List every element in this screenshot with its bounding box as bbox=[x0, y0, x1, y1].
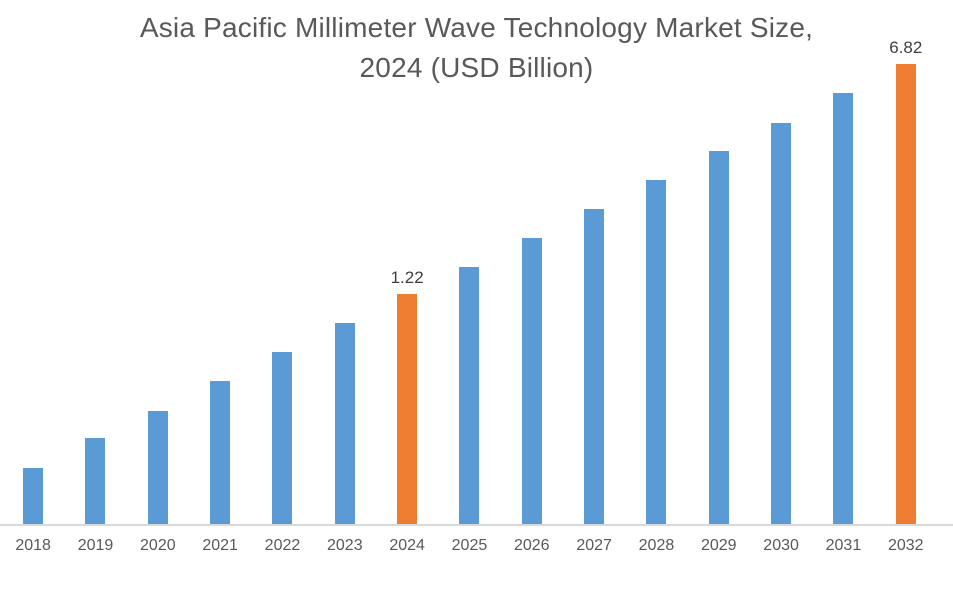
bar-2031 bbox=[833, 93, 854, 525]
bar-2028 bbox=[646, 180, 667, 525]
bar-2019 bbox=[85, 438, 106, 525]
bar-2029 bbox=[708, 151, 729, 525]
x-tick-2028: 2028 bbox=[638, 537, 675, 554]
bar-column-2020 bbox=[127, 0, 189, 525]
x-tick-2024: 2024 bbox=[389, 537, 425, 554]
x-tick-2027: 2027 bbox=[576, 537, 612, 554]
bar-2027 bbox=[584, 209, 605, 525]
bar-column-2025 bbox=[438, 0, 500, 525]
bar-2020 bbox=[147, 411, 168, 525]
x-tick-2032: 2032 bbox=[887, 537, 924, 554]
x-tick-2020: 2020 bbox=[140, 537, 176, 554]
bar-value-label-2024: 1.22 bbox=[390, 268, 424, 287]
x-tick-2022: 2022 bbox=[264, 537, 301, 554]
bar-column-2018 bbox=[2, 0, 64, 525]
chart-title-line1: Asia Pacific Millimeter Wave Technology … bbox=[139, 12, 814, 43]
x-tick-2018: 2018 bbox=[15, 537, 51, 554]
x-tick-2025: 2025 bbox=[451, 537, 488, 554]
bar-2026 bbox=[521, 238, 542, 525]
chart-title-line2: 2024 (USD Billion) bbox=[359, 52, 594, 83]
bar-2032 bbox=[895, 64, 916, 525]
x-tick-2031: 2031 bbox=[825, 537, 862, 554]
bar-column-2023 bbox=[314, 0, 376, 525]
x-tick-2026: 2026 bbox=[513, 537, 550, 554]
bar-column-2029 bbox=[688, 0, 750, 525]
x-tick-2019: 2019 bbox=[77, 537, 114, 554]
chart-title: Asia Pacific Millimeter Wave Technology … bbox=[0, 8, 953, 88]
bar-2021 bbox=[210, 381, 231, 525]
bar-column-2026 bbox=[501, 0, 563, 525]
x-tick-2021: 2021 bbox=[202, 537, 238, 554]
bar-column-2028 bbox=[625, 0, 687, 525]
bar-2030 bbox=[771, 123, 792, 525]
bar-2022 bbox=[272, 352, 293, 525]
bar-2023 bbox=[334, 323, 355, 525]
bar-column-2031 bbox=[812, 0, 874, 525]
bar-column-2024: 1.22 bbox=[376, 0, 438, 525]
x-tick-2030: 2030 bbox=[763, 537, 799, 554]
bar-2018 bbox=[23, 468, 44, 525]
bar-column-2019 bbox=[64, 0, 126, 525]
x-axis-labels: 2018 2019 2020 2021 2022 2023 2024 2025 2026 2027… bbox=[2, 537, 937, 555]
bar-2024 bbox=[397, 294, 418, 525]
x-axis-line bbox=[0, 524, 953, 526]
bar-column-2027 bbox=[563, 0, 625, 525]
plot-area: 1.22 6.82 bbox=[2, 0, 937, 525]
bar-column-2030 bbox=[750, 0, 812, 525]
x-tick-2023: 2023 bbox=[327, 537, 363, 554]
bar-column-2021 bbox=[189, 0, 251, 525]
bar-2025 bbox=[459, 267, 480, 525]
bar-column-2032: 6.82 bbox=[875, 0, 937, 525]
x-tick-2029: 2029 bbox=[700, 537, 737, 554]
bar-value-label-2032: 6.82 bbox=[889, 38, 923, 57]
bar-column-2022 bbox=[251, 0, 313, 525]
